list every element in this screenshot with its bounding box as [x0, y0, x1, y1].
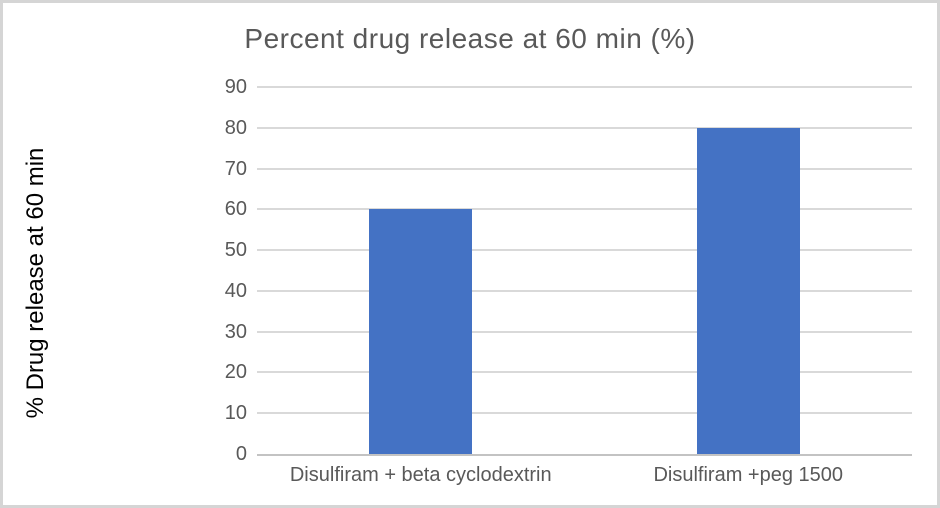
bar-1	[369, 209, 473, 454]
category-cell-1	[257, 87, 585, 454]
chart-title: Percent drug release at 60 min (%)	[244, 23, 696, 54]
x-category-label-2: Disulfiram +peg 1500	[653, 464, 844, 486]
gridline-30	[257, 330, 912, 333]
bars-container	[257, 87, 912, 454]
plot-area	[257, 86, 912, 456]
gridline-40	[257, 289, 912, 292]
y-tick-label-60: 60	[224, 198, 247, 221]
y-tick-label-30: 30	[224, 320, 247, 343]
y-tick-label-80: 80	[224, 116, 247, 139]
gridline-20	[257, 371, 912, 374]
x-axis-category-labels: Disulfiram + beta cyclodextrin Disulfiram…	[257, 462, 912, 488]
gridline-10	[257, 412, 912, 415]
gridline-50	[257, 249, 912, 252]
y-axis-title: % Drug release at 60 min	[22, 147, 49, 419]
x-category-label-1: Disulfiram + beta cyclodextrin	[289, 464, 552, 486]
y-axis-tick-labels: 0 10 20 30 40 50 60 70 80 90	[190, 76, 247, 465]
y-tick-label-40: 40	[224, 279, 247, 302]
y-tick-label-70: 70	[224, 157, 247, 180]
x-axis-line	[257, 454, 912, 456]
y-tick-label-10: 10	[224, 402, 247, 425]
gridline-60	[257, 208, 912, 211]
gridline-70	[257, 167, 912, 170]
gridline-90	[257, 86, 912, 88]
category-cell-2	[585, 87, 913, 454]
y-tick-label-50: 50	[224, 239, 247, 262]
y-tick-label-90: 90	[224, 76, 247, 98]
bar-2	[696, 127, 800, 454]
y-tick-label-0: 0	[235, 443, 247, 465]
gridline-80	[257, 126, 912, 129]
y-tick-label-20: 20	[224, 361, 247, 384]
